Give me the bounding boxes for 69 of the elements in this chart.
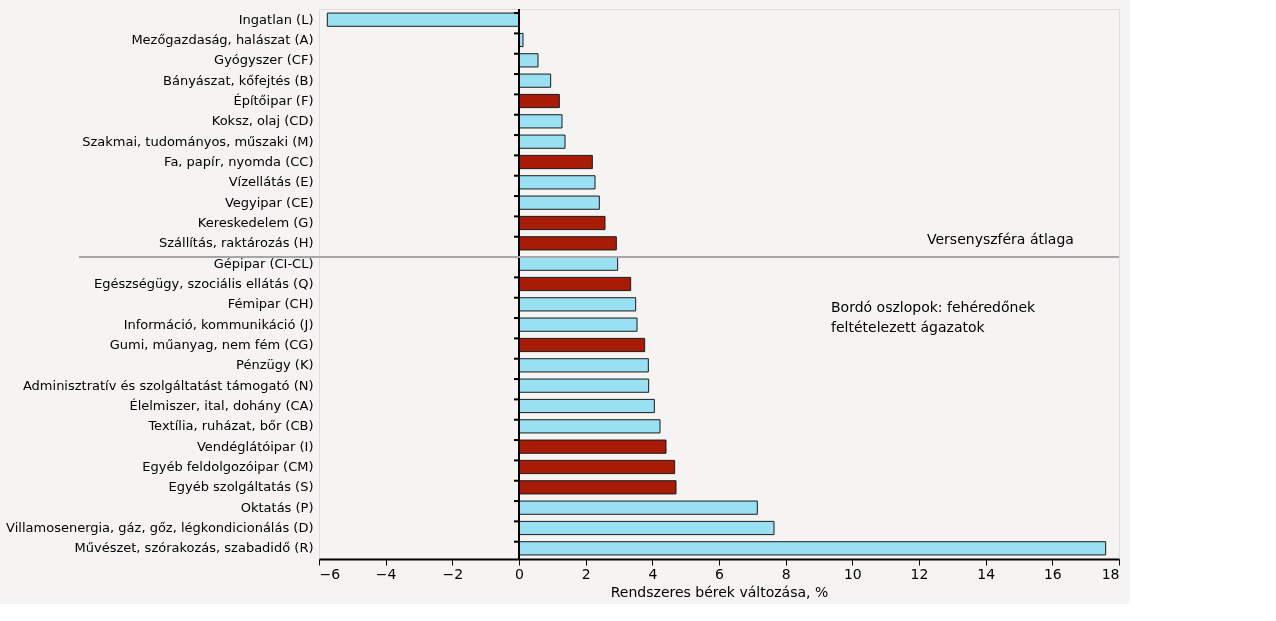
bar <box>518 175 596 190</box>
x-tick-label: 18 <box>1101 565 1120 582</box>
bar <box>518 337 646 353</box>
bar <box>518 53 539 68</box>
bar <box>518 114 563 129</box>
x-tick-label: 14 <box>977 565 996 582</box>
bar <box>518 520 775 536</box>
bar <box>518 541 1107 556</box>
y-tick-label: Adminisztratív és szolgáltatást támogató (N) <box>22 377 314 393</box>
y-tick-label: Egyéb szolgáltatás (S) <box>168 479 314 495</box>
y-tick-label: Építőipar (F) <box>233 93 314 109</box>
bar <box>518 256 619 271</box>
x-tick-label: −6 <box>319 565 341 582</box>
x-tick-label: 2 <box>581 565 591 582</box>
bar <box>518 154 593 170</box>
x-tick-label: 6 <box>715 565 725 582</box>
annotation: Bordó oszlopok: fehéredőnek feltételezett ágazatok <box>831 298 1036 335</box>
y-tick-label: Textília, ruházat, bőr (CB) <box>147 418 314 434</box>
x-tick-label: 10 <box>843 565 862 582</box>
x-tick-label: 12 <box>910 565 929 582</box>
y-tick-label: Gumi, műanyag, nem fém (CG) <box>109 337 314 352</box>
bar <box>518 459 676 475</box>
bar <box>518 500 758 515</box>
bar <box>518 378 650 393</box>
y-tick-label: Egyéb feldolgozóipar (CM) <box>142 458 314 474</box>
x-axis-title: Rendszeres bérek változása, % <box>610 583 829 600</box>
bar <box>518 93 560 109</box>
x-tick-label: −2 <box>442 565 464 582</box>
y-tick-label: Élelmiszer, ital, dohány (CA) <box>129 398 314 413</box>
y-tick-label: Mezőgazdaság, halászat (A) <box>131 32 314 48</box>
y-tick-label: Gépipar (CI-CL) <box>213 255 314 271</box>
y-tick-label: Fémipar (CH) <box>227 296 314 312</box>
y-tick-label: Információ, kommunikáció (J) <box>123 316 314 332</box>
y-tick-label: Szakmai, tudományos, műszaki (M) <box>82 133 314 149</box>
bar <box>326 12 520 27</box>
x-tick-label: 4 <box>648 565 658 582</box>
bar <box>518 439 667 454</box>
x-tick-label: 8 <box>781 565 791 582</box>
y-tick-label: Szállítás, raktározás (H) <box>158 235 314 251</box>
bar <box>518 297 637 312</box>
ref-line-label: Versenyszféra átlaga <box>927 231 1074 248</box>
y-tick-label: Villamosenergia, gáz, gőz, légkondicionálás (D) <box>6 519 314 535</box>
bar <box>518 317 638 332</box>
x-tick-label: 16 <box>1043 565 1062 582</box>
y-tick-label: Fa, papír, nyomda (CC) <box>164 154 314 169</box>
y-tick-label: Művészet, szórakozás, szabadidő (R) <box>74 540 314 556</box>
bar <box>518 358 649 373</box>
y-tick-label: Vízellátás (E) <box>228 174 314 190</box>
bar <box>518 419 661 434</box>
y-tick-label: Vegyipar (CE) <box>224 194 314 210</box>
x-tick-label: −4 <box>375 565 397 582</box>
bar <box>518 276 632 292</box>
bar <box>518 398 655 414</box>
bar <box>518 73 552 88</box>
y-tick-label: Egészségügy, szociális ellátás (Q) <box>94 276 314 291</box>
bar <box>518 134 566 149</box>
x-tick-label: 0 <box>515 565 524 582</box>
bar <box>518 480 677 495</box>
y-tick-label: Kereskedelem (G) <box>197 215 314 230</box>
y-tick-label: Bányászat, kőfejtés (B) <box>163 72 314 88</box>
y-tick-label: Pénzügy (K) <box>236 357 314 373</box>
y-tick-label: Ingatlan (L) <box>238 11 314 27</box>
bar <box>518 215 606 231</box>
bar <box>518 195 600 210</box>
y-tick-label: Gyógyszer (CF) <box>214 52 314 68</box>
bar <box>518 236 617 251</box>
y-tick-label: Oktatás (P) <box>240 499 314 515</box>
y-tick-label: Vendéglátóipar (I) <box>196 438 314 454</box>
y-tick-label: Koksz, olaj (CD) <box>211 113 314 129</box>
